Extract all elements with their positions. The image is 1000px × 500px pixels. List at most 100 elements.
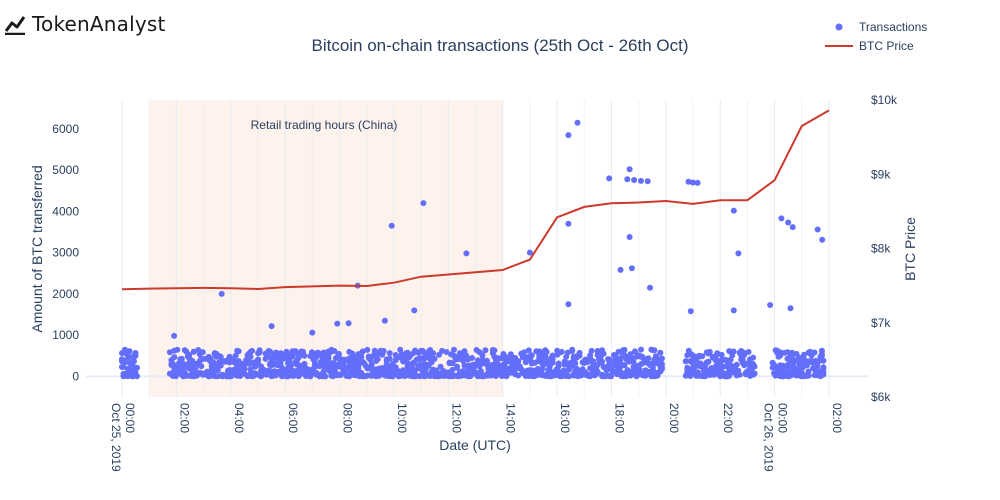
transaction-point	[564, 349, 571, 356]
transaction-point	[285, 373, 291, 380]
transaction-point	[682, 358, 689, 365]
transaction-point	[644, 178, 651, 185]
transaction-point	[352, 359, 359, 366]
y-tick-label: 0	[72, 369, 79, 383]
transaction-point	[515, 372, 522, 379]
transaction-point	[751, 363, 758, 370]
transaction-point	[218, 290, 225, 297]
transaction-point	[820, 364, 827, 371]
y2-tick-label: $7k	[871, 316, 891, 330]
transaction-point	[355, 365, 362, 372]
transaction-point	[491, 347, 498, 354]
transaction-point	[558, 348, 565, 355]
transaction-point	[549, 352, 556, 359]
brand-name: TokenAnalyst	[32, 12, 166, 36]
x-tick-label: 02:00	[177, 403, 191, 433]
transaction-point	[368, 361, 375, 368]
transaction-point	[364, 346, 371, 353]
transaction-point	[346, 373, 353, 380]
transaction-point	[178, 355, 185, 362]
transaction-point	[658, 366, 665, 372]
transaction-point	[460, 357, 466, 364]
transaction-point	[565, 220, 572, 227]
transaction-point	[388, 222, 395, 229]
transaction-point	[235, 348, 242, 355]
legend-transactions-label: Transactions	[859, 20, 927, 34]
transaction-point	[420, 200, 427, 207]
transaction-point	[572, 360, 579, 367]
transaction-point	[777, 352, 784, 359]
transaction-point	[820, 371, 827, 378]
transaction-point	[818, 353, 825, 359]
transaction-point	[726, 348, 733, 355]
transaction-point	[199, 349, 206, 356]
transaction-point	[120, 363, 127, 370]
transaction-point	[249, 347, 256, 354]
shaded-region-label: Retail trading hours (China)	[251, 118, 398, 132]
transaction-point	[483, 357, 490, 364]
transaction-point	[600, 350, 607, 357]
x-tick-label: 00:00	[123, 403, 137, 433]
x-tick-label: 02:00	[830, 403, 844, 433]
transaction-point	[778, 215, 785, 222]
transaction-point	[190, 348, 197, 355]
transaction-point	[394, 354, 401, 361]
transaction-point	[626, 234, 633, 240]
transaction-point	[380, 348, 387, 354]
x-tick-label: 08:00	[341, 403, 355, 433]
y-tick-label: 5000	[52, 163, 79, 177]
transaction-point	[374, 356, 381, 363]
y2-axis-title: BTC Price	[902, 217, 918, 281]
transaction-point	[697, 363, 704, 370]
transaction-point	[789, 224, 796, 231]
transaction-point	[232, 352, 239, 359]
transaction-point	[796, 357, 803, 364]
transaction-point	[331, 348, 338, 354]
transaction-point	[594, 368, 601, 375]
transaction-point	[171, 354, 178, 361]
transaction-point	[256, 347, 263, 354]
transaction-point	[569, 346, 576, 353]
transaction-point	[801, 351, 807, 358]
transaction-point	[463, 250, 470, 257]
transaction-point	[301, 352, 308, 359]
transaction-point	[705, 358, 712, 365]
legend: Transactions BTC Price	[825, 20, 927, 53]
x-tick-label: 18:00	[612, 403, 626, 433]
transaction-point	[134, 364, 140, 371]
transaction-point	[255, 357, 262, 364]
transaction-point	[741, 352, 748, 358]
btc-price-line	[121, 109, 830, 291]
transaction-point	[241, 365, 248, 372]
transaction-point	[684, 352, 691, 359]
transaction-point	[626, 166, 633, 173]
transaction-point	[526, 249, 533, 256]
transaction-point	[657, 349, 664, 356]
x-tick-label: 06:00	[286, 403, 300, 433]
x-tick-label: 00:00	[776, 403, 790, 433]
transaction-point	[699, 353, 706, 360]
transaction-point	[411, 307, 418, 314]
transaction-point	[819, 236, 826, 243]
transaction-point	[454, 364, 460, 371]
transaction-point	[628, 265, 635, 272]
transaction-point	[718, 351, 725, 358]
transaction-point	[645, 355, 652, 362]
transaction-point	[576, 349, 583, 356]
transaction-point	[479, 352, 486, 359]
transaction-point	[555, 360, 562, 367]
transaction-point	[588, 347, 595, 354]
transaction-point	[542, 354, 549, 360]
transaction-point	[624, 176, 631, 183]
x-tick-label: 10:00	[395, 403, 409, 433]
transaction-point	[767, 302, 774, 308]
transaction-point	[590, 358, 597, 365]
legend-transactions-marker	[835, 23, 843, 31]
x-tick-label: 20:00	[667, 403, 681, 433]
transaction-point	[525, 347, 532, 354]
transaction-point	[599, 358, 606, 365]
transaction-point	[469, 355, 475, 361]
transaction-point	[638, 346, 644, 353]
brand-logo: TokenAnalyst	[4, 12, 166, 36]
transaction-point	[334, 320, 341, 327]
